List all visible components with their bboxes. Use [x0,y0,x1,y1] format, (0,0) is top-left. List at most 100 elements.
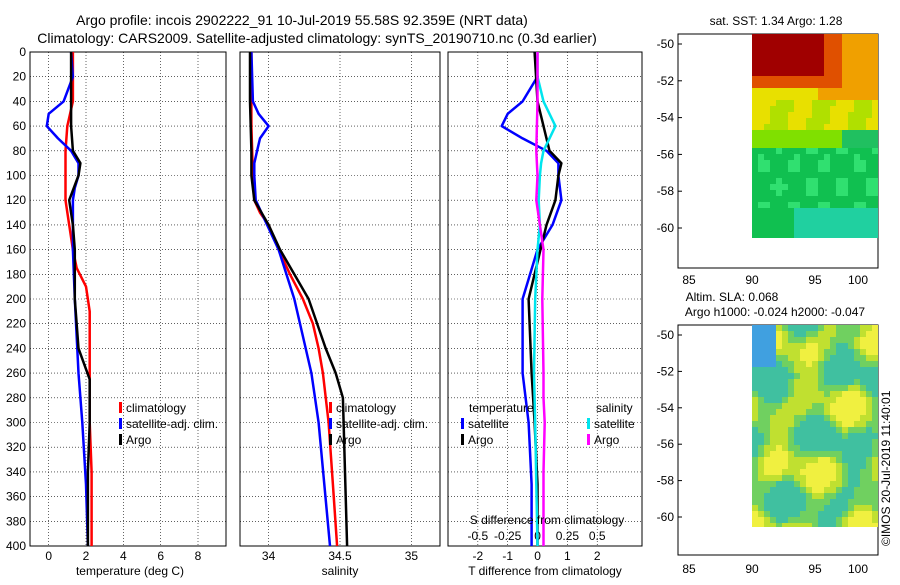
map-cell [782,511,788,517]
map-cell [800,451,806,457]
sst-map-image [752,34,878,238]
map-cell [842,433,848,439]
map-cell [830,166,836,172]
map-cell [794,88,800,94]
map-cell [770,82,776,88]
map-cell [752,499,758,505]
map-cell [764,58,770,64]
map-cell [800,184,806,190]
map-cell [806,214,812,220]
map-cell [818,463,824,469]
map-cell [788,427,794,433]
map-cell [764,355,770,361]
map-cell [854,232,860,238]
map-cell [812,46,818,52]
map-cell [764,373,770,379]
map-cell [806,136,812,142]
map-cell [854,511,860,517]
map-cell [866,463,872,469]
map-cell [866,82,872,88]
map-cell [794,112,800,118]
map-cell [776,493,782,499]
map-cell [764,469,770,475]
map-cell [788,445,794,451]
map-cell [794,511,800,517]
map-cell [836,391,842,397]
map-cell [776,58,782,64]
map-cell [842,373,848,379]
map-cell [854,523,860,527]
map-cell [758,118,764,124]
map-cell [788,499,794,505]
map-cell [800,178,806,184]
map-cell [848,154,854,160]
map-cell [836,94,842,100]
map-cell [818,100,824,106]
map-cell [854,58,860,64]
map-cell [806,94,812,100]
map-cell [824,385,830,391]
map-cell [752,505,758,511]
map-cell [830,58,836,64]
map-cell [860,481,866,487]
map-cell [806,445,812,451]
map-cell [824,184,830,190]
map-cell [830,184,836,190]
map-cell [800,379,806,385]
lat-tick-label: -54 [657,401,675,415]
map-cell [782,64,788,70]
map-cell [860,106,866,112]
map-cell [818,337,824,343]
map-cell [854,415,860,421]
map-cell [794,367,800,373]
map-cell [824,511,830,517]
map-cell [824,391,830,397]
map-cell [770,355,776,361]
map-cell [836,475,842,481]
legend-label-argo: Argo [336,433,362,447]
map-cell [800,106,806,112]
map-cell [776,361,782,367]
legend-swatch-t-argo [461,434,464,445]
map-cell [854,487,860,493]
map-cell [788,76,794,82]
map-cell [866,190,872,196]
map-cell [770,88,776,94]
map-cell [818,439,824,445]
map-cell [824,361,830,367]
map-cell [776,409,782,415]
map-cell [848,160,854,166]
map-cell [854,196,860,202]
map-cell [866,58,872,64]
map-cell [794,463,800,469]
map-cell [866,232,872,238]
map-cell [836,409,842,415]
map-cell [758,136,764,142]
map-cell [860,349,866,355]
map-cell [836,112,842,118]
map-cell [848,34,854,40]
map-cell [800,487,806,493]
map-cell [872,337,878,343]
map-cell [818,130,824,136]
map-cell [836,100,842,106]
map-cell [866,130,872,136]
map-cell [764,445,770,451]
map-cell [866,367,872,373]
map-cell [800,409,806,415]
map-cell [866,214,872,220]
map-cell [764,130,770,136]
map-cell [818,457,824,463]
map-cell [788,82,794,88]
map-cell [812,160,818,166]
map-cell [854,52,860,58]
map-cell [806,160,812,166]
map-cell [764,160,770,166]
map-cell [854,337,860,343]
legend-title-salinity: salinity [596,401,633,415]
map-cell [866,337,872,343]
map-cell [842,190,848,196]
map-cell [830,232,836,238]
map-cell [842,475,848,481]
